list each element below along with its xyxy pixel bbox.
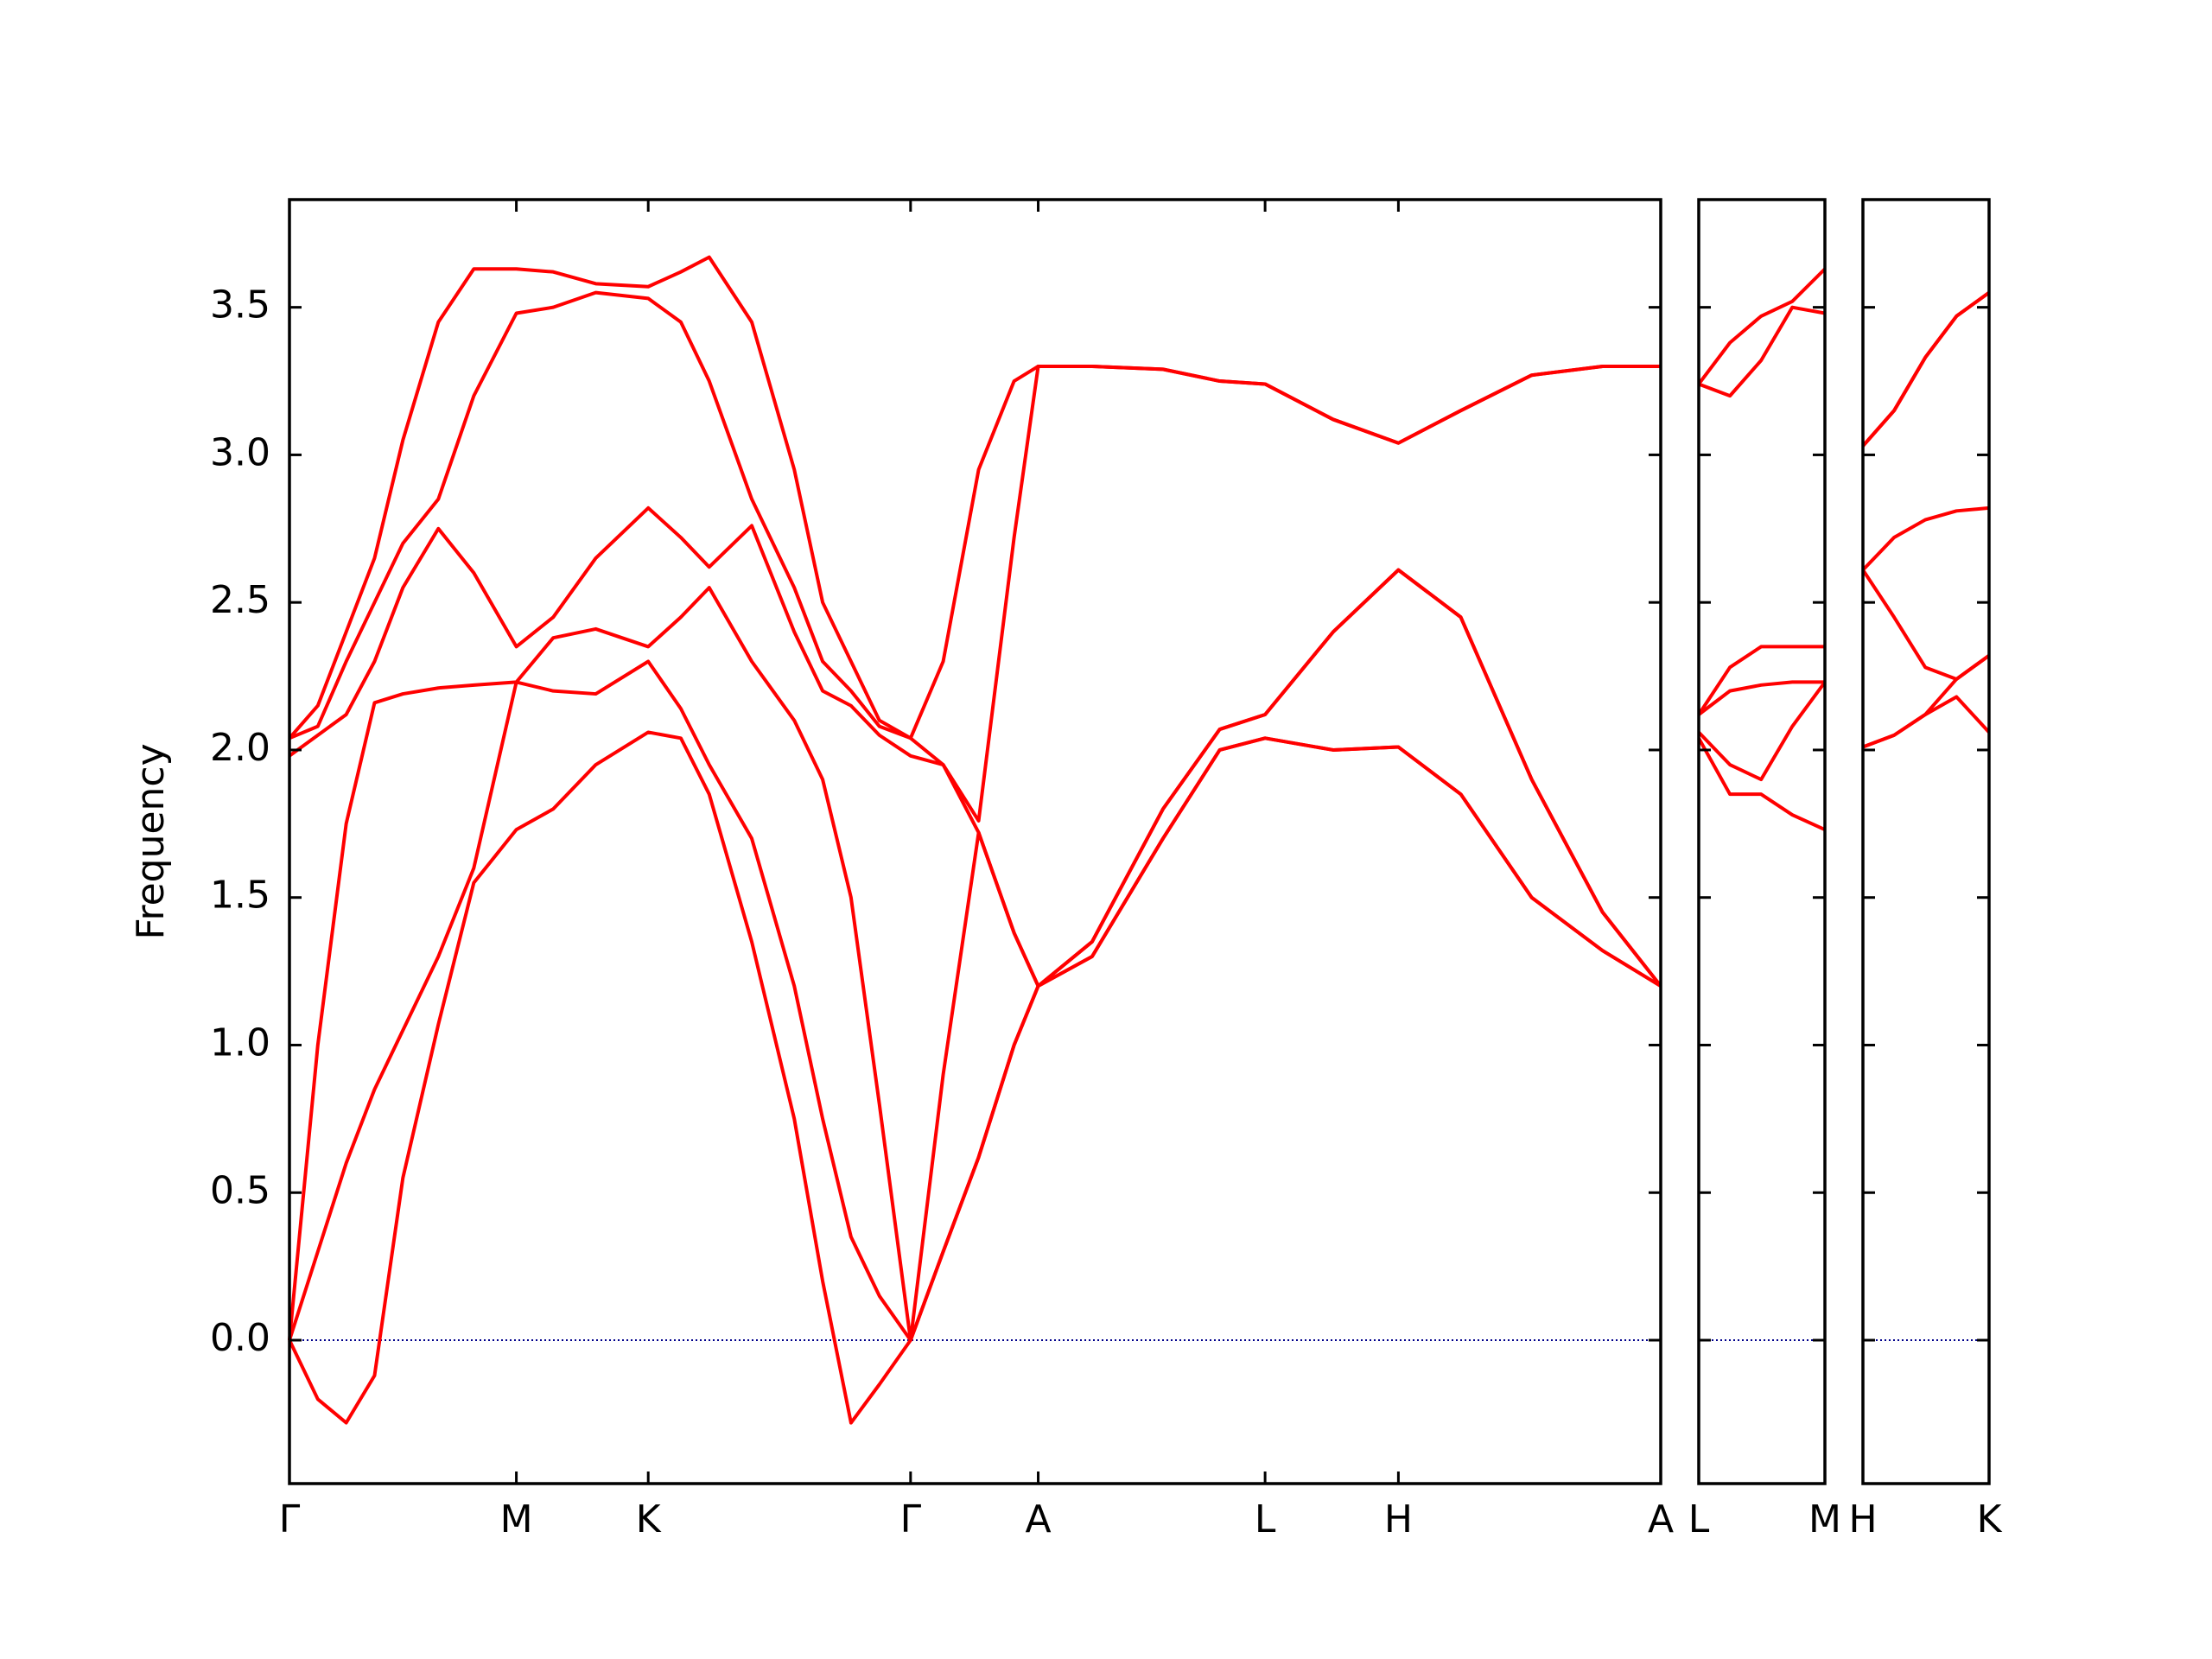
y-tick-label: 2.5	[210, 578, 270, 622]
y-tick-label: 1.0	[210, 1020, 270, 1065]
band-line	[1697, 680, 1825, 716]
y-tick-label: 3.0	[210, 430, 270, 474]
x-tick-label: K	[636, 1497, 662, 1541]
x-tick-label: M	[500, 1497, 533, 1541]
x-tick-label: H	[1848, 1497, 1877, 1541]
band-line	[1697, 737, 1826, 831]
band-line	[1698, 305, 1826, 398]
band-line	[288, 255, 1661, 741]
y-tick-label: 0.5	[210, 1168, 270, 1212]
band-line	[1861, 505, 1990, 572]
x-tick-label: Γ	[900, 1497, 922, 1541]
x-tick-label: L	[1688, 1497, 1710, 1541]
x-tick-label: H	[1384, 1497, 1413, 1541]
x-tick-label: K	[1977, 1497, 2003, 1541]
band-line	[1697, 681, 1827, 782]
band-line	[289, 290, 1661, 823]
y-tick-label: 2.0	[210, 726, 270, 770]
plot-frame	[1697, 198, 1827, 1485]
plot-frame	[1861, 198, 1991, 1485]
band-line	[288, 505, 1662, 988]
band-line	[288, 659, 1662, 1343]
x-tick-label: M	[1808, 1497, 1841, 1541]
y-tick-label: 0.0	[210, 1316, 270, 1360]
x-tick-label: A	[1648, 1497, 1674, 1541]
plot-frame	[288, 198, 1662, 1485]
x-tick-label: L	[1255, 1497, 1276, 1541]
y-tick-label: 1.5	[210, 874, 270, 918]
x-tick-label: Γ	[279, 1497, 301, 1541]
band-line	[1861, 290, 1991, 448]
y-axis-label: Frequency	[129, 743, 173, 939]
band-line	[1697, 645, 1825, 716]
band-line	[1861, 569, 1991, 681]
x-tick-label: A	[1025, 1497, 1051, 1541]
band-line	[1697, 267, 1827, 385]
band-line	[288, 568, 1662, 1343]
band-line	[288, 730, 1662, 1425]
y-tick-label: 3.5	[210, 283, 270, 327]
